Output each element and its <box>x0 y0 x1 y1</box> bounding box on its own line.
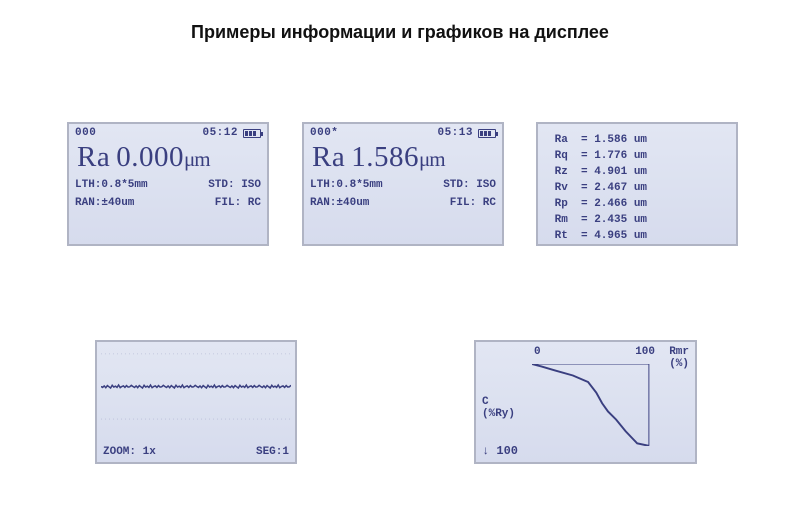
rmr-top-right: 100 <box>635 346 655 358</box>
status-time: 05:13 <box>437 127 473 139</box>
setting-fil: FIL: RC <box>215 194 261 212</box>
reading-param: Ra <box>312 141 345 173</box>
rmr-left-label: C(%Ry) <box>482 396 515 420</box>
rmr-top-axis: 0 100 <box>534 346 685 358</box>
main-reading: Ra0.000μm <box>69 139 267 174</box>
settings-rows: LTH:0.8*5mm STD: ISO RAN:±40um FIL: RC <box>69 174 267 216</box>
seg-label: SEG:1 <box>256 446 289 458</box>
param-row: Ra = 1.586 um <box>548 132 726 148</box>
zoom-label: ZOOM: 1x <box>103 446 156 458</box>
param-row: Rv = 2.467 um <box>548 180 726 196</box>
status-bar: 000* 05:13 <box>304 124 502 139</box>
setting-ran: RAN:±40um <box>75 194 134 212</box>
zoom-bar: ZOOM: 1x SEG:1 <box>103 446 289 458</box>
setting-lth: LTH:0.8*5mm <box>310 176 383 194</box>
reading-unit: μm <box>419 147 445 171</box>
params-table: Ra = 1.586 um Rq = 1.776 um Rz = 4.901 u… <box>538 124 736 246</box>
param-row: Rm = 2.435 um <box>548 212 726 228</box>
main-reading: Ra1.586μm <box>304 139 502 174</box>
lcd-screen-d: ZOOM: 1x SEG:1 <box>95 340 297 464</box>
settings-row: LTH:0.8*5mm STD: ISO <box>310 176 496 194</box>
reading-value: 0.000 <box>116 141 184 173</box>
status-bar: 000 05:12 <box>69 124 267 139</box>
rmr-bottom-label: ↓ 100 <box>482 444 518 458</box>
rmr-top-left: 0 <box>534 346 541 358</box>
param-row: Rt = 4.965 um <box>548 228 726 244</box>
down-arrow-icon: ↓ <box>482 444 489 458</box>
reading-unit: μm <box>184 147 210 171</box>
status-id: 000 <box>75 127 96 139</box>
status-id: 000* <box>310 127 338 139</box>
param-row: Rz = 4.901 um <box>548 164 726 180</box>
setting-std: STD: ISO <box>208 176 261 194</box>
page-title: Примеры информации и графиков на дисплее <box>0 22 800 43</box>
status-time: 05:12 <box>202 127 238 139</box>
lcd-screen-b: 000* 05:13 Ra1.586μm LTH:0.8*5mm STD: IS… <box>302 122 504 246</box>
rmr-chart <box>532 364 683 446</box>
param-row: Rq = 1.776 um <box>548 148 726 164</box>
reading-param: Ra <box>77 141 110 173</box>
setting-std: STD: ISO <box>443 176 496 194</box>
setting-fil: FIL: RC <box>450 194 496 212</box>
settings-rows: LTH:0.8*5mm STD: ISO RAN:±40um FIL: RC <box>304 174 502 216</box>
waveform-chart <box>101 348 291 422</box>
setting-lth: LTH:0.8*5mm <box>75 176 148 194</box>
settings-row: LTH:0.8*5mm STD: ISO <box>75 176 261 194</box>
lcd-screen-c: Ra = 1.586 um Rq = 1.776 um Rz = 4.901 u… <box>536 122 738 246</box>
lcd-screen-a: 000 05:12 Ra0.000μm LTH:0.8*5mm STD: ISO… <box>67 122 269 246</box>
settings-row: RAN:±40um FIL: RC <box>75 194 261 212</box>
reading-value: 1.586 <box>351 141 419 173</box>
battery-icon <box>243 129 261 138</box>
param-row: Rp = 2.466 um <box>548 196 726 212</box>
lcd-screen-e: 0 100 Rmr(%) C(%Ry) ↓ 100 <box>474 340 697 464</box>
setting-ran: RAN:±40um <box>310 194 369 212</box>
settings-row: RAN:±40um FIL: RC <box>310 194 496 212</box>
battery-icon <box>478 129 496 138</box>
